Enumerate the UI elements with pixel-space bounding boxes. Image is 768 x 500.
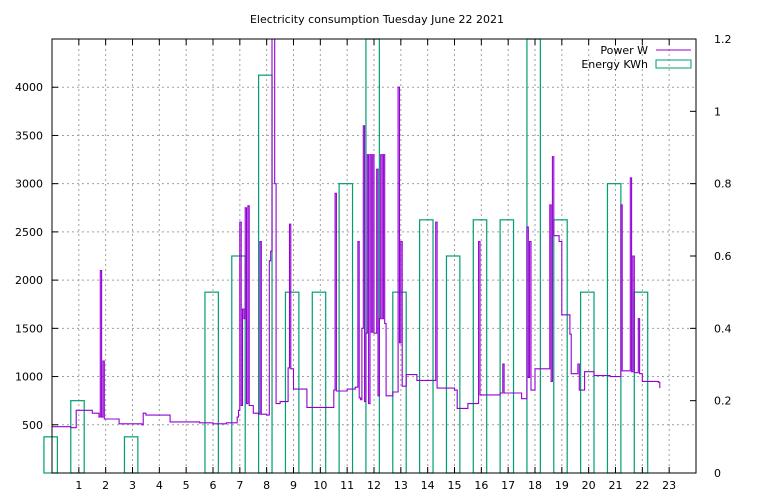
energy-bar bbox=[553, 219, 568, 474]
y2-tick-label: 0.6 bbox=[714, 250, 732, 263]
x-tick-label: 6 bbox=[210, 479, 217, 492]
axis-ticks: 1 2 3 4 5 6 7 8 9 10 11 12 13 14 15 16 17 18 19 20 21 22 23500… bbox=[15, 33, 732, 492]
x-tick-label: 20 bbox=[582, 479, 596, 492]
energy-bar bbox=[123, 436, 139, 474]
energy-bar bbox=[338, 183, 354, 474]
x-tick-label: 16 bbox=[474, 479, 488, 492]
energy-bar bbox=[70, 400, 85, 474]
y-tick-label: 1000 bbox=[15, 371, 43, 384]
energy-bar bbox=[231, 255, 246, 474]
energy-bar bbox=[258, 74, 273, 474]
energy-bar bbox=[311, 291, 327, 474]
x-tick-label: 14 bbox=[421, 479, 435, 492]
y-tick-label: 500 bbox=[22, 419, 43, 432]
y-tick-label: 3500 bbox=[15, 129, 43, 142]
energy-bar bbox=[419, 219, 434, 474]
legend-label-energy: Energy KWh bbox=[581, 58, 648, 71]
x-tick-label: 13 bbox=[394, 479, 408, 492]
energy-bar bbox=[43, 436, 58, 474]
energy-bar bbox=[580, 291, 595, 474]
y2-tick-label: 1 bbox=[714, 105, 721, 118]
x-tick-label: 12 bbox=[367, 479, 381, 492]
x-tick-label: 3 bbox=[129, 479, 136, 492]
x-tick-label: 22 bbox=[635, 479, 649, 492]
x-tick-label: 9 bbox=[290, 479, 297, 492]
x-tick-label: 2 bbox=[102, 479, 109, 492]
legend-swatch-energy bbox=[655, 59, 692, 69]
energy-bar bbox=[204, 291, 219, 474]
x-tick-label: 7 bbox=[236, 479, 243, 492]
x-tick-label: 5 bbox=[183, 479, 190, 492]
y-tick-label: 1500 bbox=[15, 322, 43, 335]
y2-tick-label: 0.8 bbox=[714, 178, 732, 191]
energy-bar bbox=[445, 255, 461, 474]
x-tick-label: 15 bbox=[448, 479, 462, 492]
y-tick-label: 4000 bbox=[15, 81, 43, 94]
legend-label-power: Power W bbox=[600, 44, 648, 57]
power-line bbox=[52, 38, 661, 429]
energy-bar bbox=[633, 291, 649, 474]
energy-bar bbox=[499, 219, 515, 474]
x-tick-label: 11 bbox=[340, 479, 354, 492]
y2-tick-label: 0.2 bbox=[714, 395, 732, 408]
energy-bar bbox=[526, 38, 541, 474]
x-tick-label: 1 bbox=[75, 479, 82, 492]
legend: Power W Energy KWh bbox=[581, 44, 692, 71]
x-tick-label: 23 bbox=[662, 479, 676, 492]
y-tick-label: 3000 bbox=[15, 178, 43, 191]
power-series bbox=[52, 38, 661, 429]
y-tick-label: 2500 bbox=[15, 226, 43, 239]
x-tick-label: 8 bbox=[263, 479, 270, 492]
x-tick-label: 4 bbox=[156, 479, 163, 492]
y2-tick-label: 0 bbox=[714, 467, 721, 480]
x-tick-label: 17 bbox=[501, 479, 515, 492]
energy-bar bbox=[284, 291, 300, 474]
y2-tick-label: 0.4 bbox=[714, 322, 732, 335]
y2-tick-label: 1.2 bbox=[714, 33, 732, 46]
chart-title: Electricity consumption Tuesday June 22 … bbox=[250, 13, 504, 26]
x-tick-label: 18 bbox=[528, 479, 542, 492]
x-tick-label: 21 bbox=[609, 479, 623, 492]
x-tick-label: 19 bbox=[555, 479, 569, 492]
energy-series bbox=[43, 38, 649, 474]
y-tick-label: 2000 bbox=[15, 274, 43, 287]
x-tick-label: 10 bbox=[313, 479, 327, 492]
